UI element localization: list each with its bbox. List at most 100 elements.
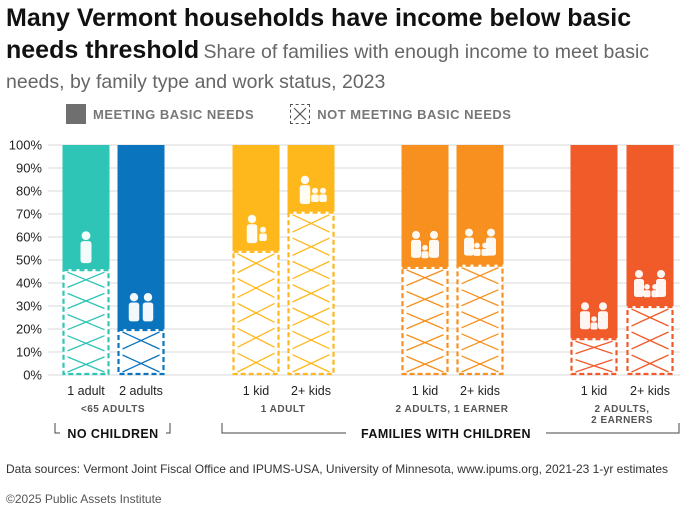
super-group-label: NO CHILDREN bbox=[67, 427, 158, 441]
person-icon-head bbox=[591, 316, 597, 322]
person-icon-head bbox=[312, 187, 318, 194]
person-icon-head bbox=[247, 214, 257, 224]
hatch-line bbox=[67, 356, 105, 373]
hatch-x-icon bbox=[293, 107, 307, 121]
hatch-line bbox=[237, 302, 275, 323]
person-icon-head bbox=[300, 175, 310, 185]
group-label: 2 ADULTS, bbox=[594, 404, 649, 415]
person-icon-body bbox=[421, 251, 429, 259]
legend-swatch-hatched bbox=[290, 104, 311, 124]
x-tick-label: 1 kid bbox=[581, 384, 607, 398]
person-icon-head bbox=[422, 244, 428, 251]
x-tick-label: 2 adults bbox=[119, 384, 163, 398]
x-tick-label: 1 kid bbox=[243, 384, 269, 398]
person-icon-body bbox=[411, 239, 421, 258]
hatch-line bbox=[406, 290, 444, 308]
y-tick-label: 60% bbox=[16, 230, 42, 245]
family-icon bbox=[246, 214, 267, 244]
y-tick-label: 10% bbox=[16, 345, 42, 360]
hatch-line bbox=[406, 334, 444, 351]
person-icon-body bbox=[299, 185, 311, 205]
person-icon-body bbox=[464, 237, 474, 256]
y-tick-label: 50% bbox=[16, 253, 42, 268]
person-icon-head bbox=[581, 302, 589, 311]
hatch-line bbox=[292, 260, 330, 280]
super-group-label: FAMILIES WITH CHILDREN bbox=[361, 427, 531, 441]
y-tick-label: 70% bbox=[16, 207, 42, 222]
bracket-left bbox=[166, 423, 171, 434]
person-icon-head bbox=[599, 302, 607, 311]
person-icon-head bbox=[143, 293, 153, 302]
bracket-right bbox=[546, 423, 680, 434]
hatch-line bbox=[67, 313, 105, 331]
y-tick-label: 90% bbox=[16, 161, 42, 176]
person-icon-head bbox=[482, 242, 488, 249]
hatch-line bbox=[237, 327, 275, 348]
hatch-line bbox=[67, 271, 105, 288]
x-tick-label: 2+ kids bbox=[630, 384, 670, 398]
y-tick-label: 80% bbox=[16, 184, 42, 199]
person-icon-head bbox=[635, 270, 643, 278]
hatch-line bbox=[575, 340, 613, 355]
hatch-line bbox=[67, 292, 105, 310]
hatch-line bbox=[122, 331, 160, 350]
hatch-line bbox=[292, 354, 330, 373]
chart-title: Many Vermont households have income belo… bbox=[6, 4, 632, 64]
legend-label-not-meeting: NOT MEETING BASIC NEEDS bbox=[317, 106, 512, 122]
person-icon-body bbox=[142, 302, 154, 322]
bar-chart: 0% 10% 20% 30% 40% 50% 60% 70% 80% 90% 100% 1 adult… bbox=[9, 138, 680, 441]
hatch-line bbox=[292, 330, 330, 350]
hatch-line bbox=[631, 331, 669, 350]
person-icon-head bbox=[487, 228, 495, 237]
family-icon bbox=[411, 230, 439, 259]
hatch-line bbox=[406, 355, 444, 373]
legend-swatch-solid bbox=[66, 104, 86, 124]
person-icon-body bbox=[246, 224, 258, 244]
person-icon-body bbox=[259, 233, 267, 242]
y-tick-label: 40% bbox=[16, 276, 42, 291]
y-tick-label: 20% bbox=[16, 322, 42, 337]
hatch-line bbox=[461, 289, 499, 307]
person-icon-body bbox=[473, 248, 481, 256]
hatch-line bbox=[122, 354, 160, 373]
hatch-line bbox=[237, 253, 275, 274]
hatch-line bbox=[67, 335, 105, 352]
bracket-left bbox=[54, 423, 60, 434]
x-tick-label: 2+ kids bbox=[460, 384, 500, 398]
bar-meeting bbox=[456, 145, 504, 265]
bar-meeting bbox=[287, 145, 335, 212]
hatch-line bbox=[461, 355, 499, 373]
person-icon-body bbox=[128, 302, 140, 322]
bar-meeting bbox=[570, 145, 618, 339]
person-icon-body bbox=[598, 311, 608, 330]
person-icon-head bbox=[652, 284, 658, 290]
hatch-line bbox=[292, 284, 330, 303]
group-label: 2 EARNERS bbox=[591, 415, 653, 426]
bar-not-meeting bbox=[117, 328, 165, 376]
legend-label-meeting: MEETING BASIC NEEDS bbox=[93, 106, 255, 122]
hatch-line bbox=[237, 352, 275, 373]
legend-item-not-meeting: NOT MEETING BASIC NEEDS bbox=[290, 104, 511, 124]
copyright-note: ©2025 Public Assets Institute bbox=[6, 492, 162, 506]
person-icon-head bbox=[320, 187, 326, 194]
hatch-line bbox=[631, 354, 669, 373]
group-label: 2 ADULTS, 1 EARNER bbox=[396, 404, 509, 415]
hatch-line bbox=[461, 333, 499, 351]
y-tick-label: 0% bbox=[23, 368, 42, 383]
bar-meeting bbox=[626, 145, 674, 306]
hatch-line bbox=[631, 308, 669, 327]
chart-title-block: Many Vermont households have income belo… bbox=[6, 4, 682, 98]
group-label: 1 ADULT bbox=[261, 404, 306, 415]
legend-item-meeting: MEETING BASIC NEEDS bbox=[66, 104, 254, 124]
family-icon bbox=[80, 231, 92, 264]
bar-not-meeting bbox=[570, 338, 618, 376]
family-icon bbox=[634, 270, 666, 298]
bracket-right bbox=[221, 423, 346, 434]
hatch-line bbox=[461, 267, 499, 285]
hatch-line bbox=[461, 311, 499, 329]
y-tick-label: 100% bbox=[9, 138, 43, 153]
person-icon-head bbox=[474, 242, 480, 249]
person-icon-head bbox=[81, 231, 91, 240]
person-icon-head bbox=[129, 293, 139, 302]
person-icon-head bbox=[412, 230, 420, 239]
